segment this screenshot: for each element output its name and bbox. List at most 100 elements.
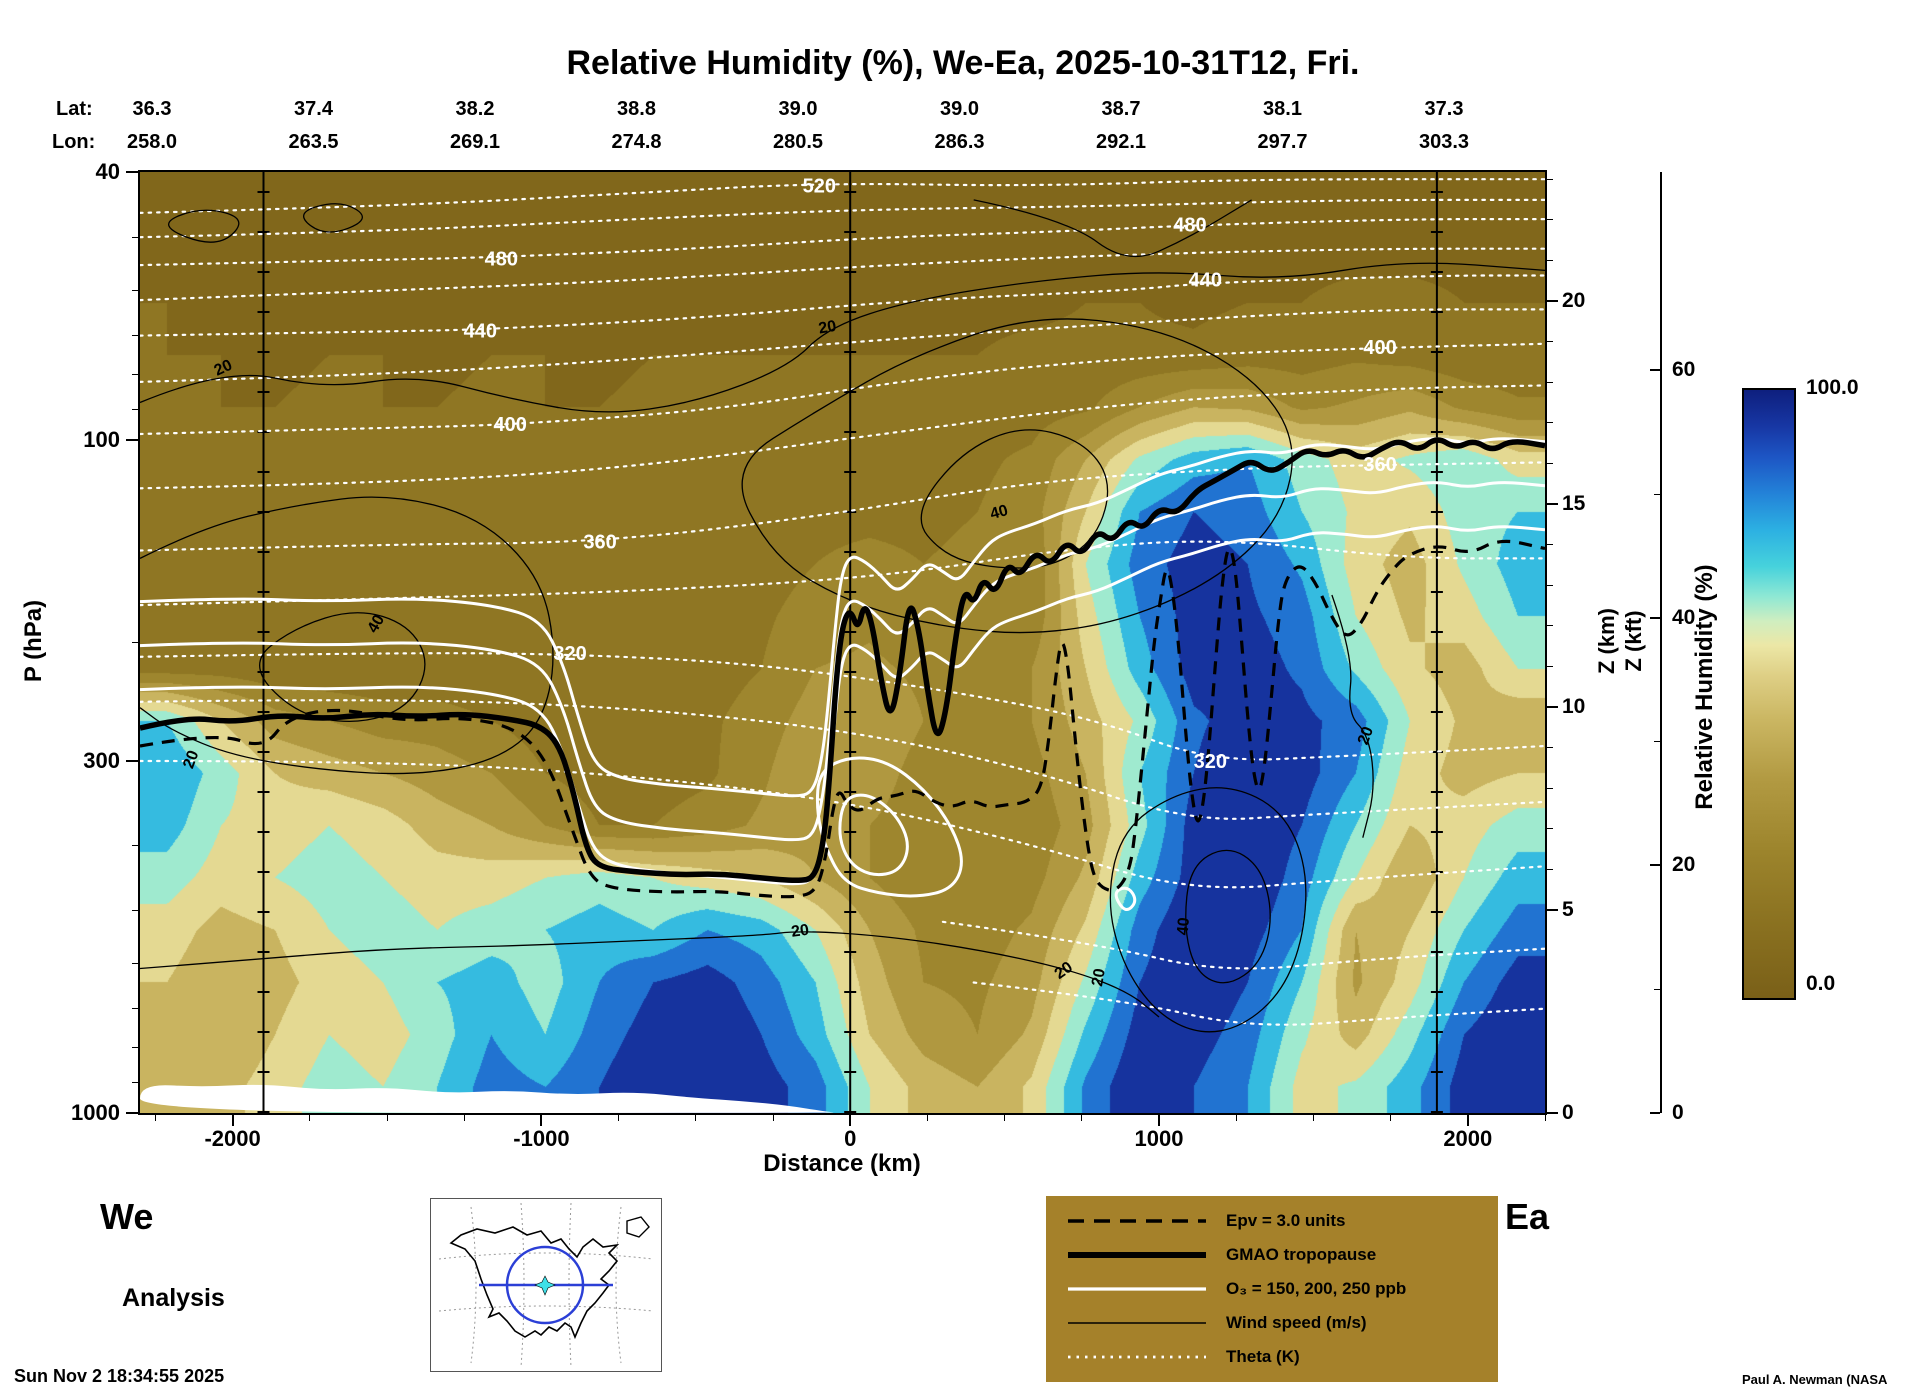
z-kft-tick xyxy=(1650,864,1660,867)
terrain-mask xyxy=(140,1084,834,1113)
pressure-axis-label: P (hPa) xyxy=(20,599,47,683)
legend-item-label: O₃ = 150, 200, 250 ppb xyxy=(1226,1279,1407,1298)
o3-contour xyxy=(815,756,963,898)
east-endpoint-label: Ea xyxy=(1505,1196,1550,1237)
z-km-minor-tick xyxy=(1547,381,1553,383)
wind-contour xyxy=(741,318,1293,634)
map-greenland xyxy=(626,1216,650,1238)
lat-tick-value: 38.7 xyxy=(1101,98,1141,120)
z-kft-tick-label: 20 xyxy=(1672,853,1696,877)
lat-tick-value: 36.3 xyxy=(132,98,172,120)
map-path-circle xyxy=(505,1245,585,1325)
theta-contour-label: 440 xyxy=(1189,270,1222,292)
legend-line-sample xyxy=(1068,1355,1206,1359)
lon-tick-value: 286.3 xyxy=(934,131,985,153)
theta-contour xyxy=(140,218,1545,267)
legend-item-label: Theta (K) xyxy=(1226,1347,1300,1366)
legend-item: O₃ = 150, 200, 250 ppb xyxy=(1046,1272,1498,1306)
wind-contour-label: 40 xyxy=(364,612,388,636)
z-km-minor-tick xyxy=(1547,747,1553,749)
theta-contour xyxy=(140,198,1545,239)
wind-contour xyxy=(259,612,426,723)
wind-contour xyxy=(920,429,1109,569)
legend-line-sample xyxy=(1068,1252,1206,1258)
pressure-axis-tick xyxy=(126,171,139,173)
analysis-label: Analysis xyxy=(122,1284,225,1312)
x-axis-minor-tick xyxy=(618,1115,620,1121)
theta-contour xyxy=(140,461,1545,552)
z-km-tick xyxy=(1547,299,1558,302)
z-kft-tick xyxy=(1650,1112,1660,1114)
pressure-axis-minor-tick xyxy=(132,909,139,911)
o3-contour xyxy=(140,525,1545,886)
lon-tick-value: 274.8 xyxy=(611,131,662,153)
wind-contour-label: 40 xyxy=(1175,917,1193,936)
theta-contour-label: 480 xyxy=(1173,214,1206,236)
z-kft-minor-tick xyxy=(1654,988,1660,990)
legend-line-sample xyxy=(1068,1219,1206,1223)
z-km-minor-tick xyxy=(1547,787,1553,789)
z-km-tick xyxy=(1547,908,1558,911)
wind-contour xyxy=(168,209,240,243)
wind-contour xyxy=(1185,849,1271,984)
x-axis-minor-tick xyxy=(772,1115,774,1121)
pressure-axis-minor-tick xyxy=(132,374,139,376)
colorbar xyxy=(1742,388,1796,1000)
theta-contour-label: 400 xyxy=(1363,337,1396,359)
z-km-tick-label: 15 xyxy=(1562,491,1586,515)
theta-contour xyxy=(140,540,1545,607)
x-axis-minor-tick xyxy=(1081,1115,1083,1121)
legend-item: Epv = 3.0 units xyxy=(1046,1204,1498,1238)
o3-contour xyxy=(838,793,909,877)
lon-tick-value: 258.0 xyxy=(126,131,178,153)
x-axis-tick xyxy=(1158,1115,1160,1126)
z-kft-tick xyxy=(1650,369,1660,372)
z-kft-tick xyxy=(1650,616,1660,619)
wind-contour-label: 20 xyxy=(180,748,202,771)
legend-item-label: Epv = 3.0 units xyxy=(1226,1211,1346,1230)
wind-contour-label: 20 xyxy=(212,357,235,380)
x-axis-minor-tick xyxy=(309,1115,311,1121)
wind-contour-label: 20 xyxy=(1355,724,1377,747)
z-km-minor-tick xyxy=(1547,665,1553,667)
lon-tick-value: 303.3 xyxy=(1418,131,1470,153)
pressure-axis-minor-tick xyxy=(132,1008,139,1010)
legend-item-label: GMAO tropopause xyxy=(1226,1245,1377,1264)
z-kft-minor-tick xyxy=(1654,493,1660,495)
wind-contour-label: 20 xyxy=(1089,967,1109,988)
lat-tick-value: 37.3 xyxy=(1424,98,1464,120)
wind-contour xyxy=(303,203,363,233)
theta-contour xyxy=(140,274,1545,337)
pressure-axis-tick-label: 40 xyxy=(95,159,120,184)
z-km-tick-label: 0 xyxy=(1562,1101,1574,1124)
wind-contour-label: 20 xyxy=(817,318,838,338)
lon-axis-prefix: Lon: xyxy=(52,131,96,153)
pressure-axis-minor-tick xyxy=(132,290,139,292)
theta-contour xyxy=(140,384,1545,490)
z-kft-axis-label: Z (kft) xyxy=(1621,610,1646,672)
z-km-minor-tick xyxy=(1547,259,1553,261)
z-km-tick-label: 20 xyxy=(1562,288,1586,312)
pressure-axis-minor-tick xyxy=(132,844,139,846)
lat-tick-value: 38.1 xyxy=(1263,98,1302,120)
z-km-minor-tick xyxy=(1547,462,1553,464)
x-axis-tick-label: 1000 xyxy=(1134,1126,1184,1151)
timestamp: Sun Nov 2 18:34:55 2025 xyxy=(14,1366,225,1386)
z-km-tick-label: 5 xyxy=(1562,897,1574,921)
theta-contour xyxy=(140,342,1545,436)
legend-item: GMAO tropopause xyxy=(1046,1238,1498,1272)
legend: Epv = 3.0 units GMAO tropopause O₃ = 150, … xyxy=(1046,1196,1498,1382)
distance-axis-label: Distance (km) xyxy=(763,1150,921,1177)
z-km-minor-tick xyxy=(1547,544,1553,546)
theta-contour xyxy=(140,178,1545,214)
z-km-minor-tick xyxy=(1547,341,1553,343)
o3-contour xyxy=(140,437,1545,798)
z-km-tick-label: 10 xyxy=(1562,694,1586,718)
z-km-minor-tick xyxy=(1547,625,1553,627)
x-axis-minor-tick xyxy=(926,1115,928,1121)
z-km-minor-tick xyxy=(1547,828,1553,830)
z-kft-tick-label: 0 xyxy=(1672,1101,1684,1124)
theta-contour-label: 320 xyxy=(553,643,586,665)
theta-contour xyxy=(140,699,1545,820)
theta-contour xyxy=(140,308,1545,383)
